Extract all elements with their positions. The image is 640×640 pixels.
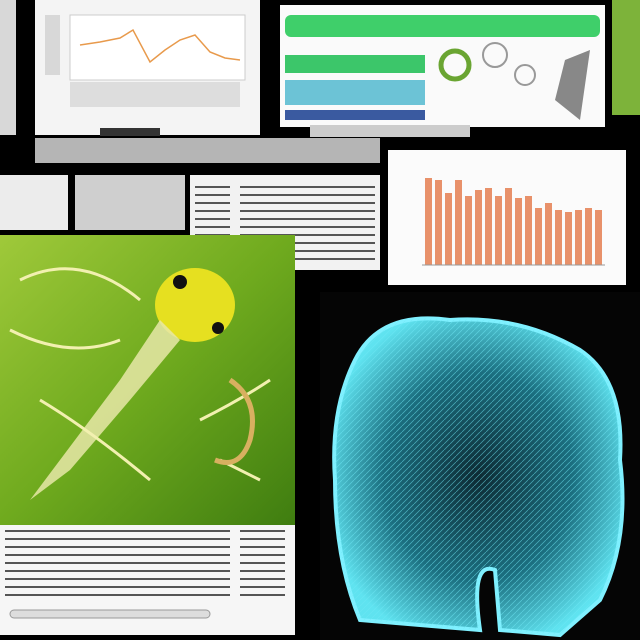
icon: [438, 48, 472, 82]
axis-labels: [45, 15, 60, 75]
progress-bar: [285, 80, 425, 105]
axis-labels: [70, 82, 240, 107]
bar: [585, 208, 592, 265]
insect-eye: [173, 275, 187, 289]
bar: [425, 178, 432, 265]
toolbar-strip: [35, 138, 380, 163]
bar: [455, 180, 462, 265]
mesh-texture: [334, 318, 623, 635]
line-chart-line: [79, 28, 241, 64]
document-thumb: [75, 175, 185, 230]
insect-eye: [212, 322, 224, 334]
bar: [505, 188, 512, 265]
bar: [545, 203, 552, 265]
insect-body: [30, 320, 180, 500]
bar: [445, 193, 452, 265]
bar: [525, 196, 532, 265]
icon: [555, 50, 590, 120]
progress-bar: [285, 55, 425, 73]
document-thumb: [0, 175, 68, 230]
icon: [482, 42, 508, 68]
green-tab: [612, 0, 640, 115]
bar: [495, 196, 502, 265]
bar: [565, 212, 572, 265]
bar: [595, 210, 602, 265]
progress-bar: [285, 15, 600, 37]
footer-strip: [310, 125, 470, 137]
bar: [465, 196, 472, 265]
bar: [485, 188, 492, 265]
bar: [515, 198, 522, 265]
bar: [575, 210, 582, 265]
bar: [435, 180, 442, 265]
small-insect: [214, 377, 255, 465]
toolbar: [100, 128, 160, 136]
insect-legs: [9, 267, 271, 482]
line-chart-area: [69, 14, 246, 81]
icon: [514, 64, 536, 86]
bar: [475, 190, 482, 265]
pen: [9, 609, 211, 619]
progress-bar: [285, 110, 425, 120]
text-lines: [5, 530, 285, 600]
bar: [535, 208, 542, 265]
bar-chart-bars: [425, 178, 602, 265]
edge-panel: [0, 0, 16, 135]
bar: [555, 210, 562, 265]
